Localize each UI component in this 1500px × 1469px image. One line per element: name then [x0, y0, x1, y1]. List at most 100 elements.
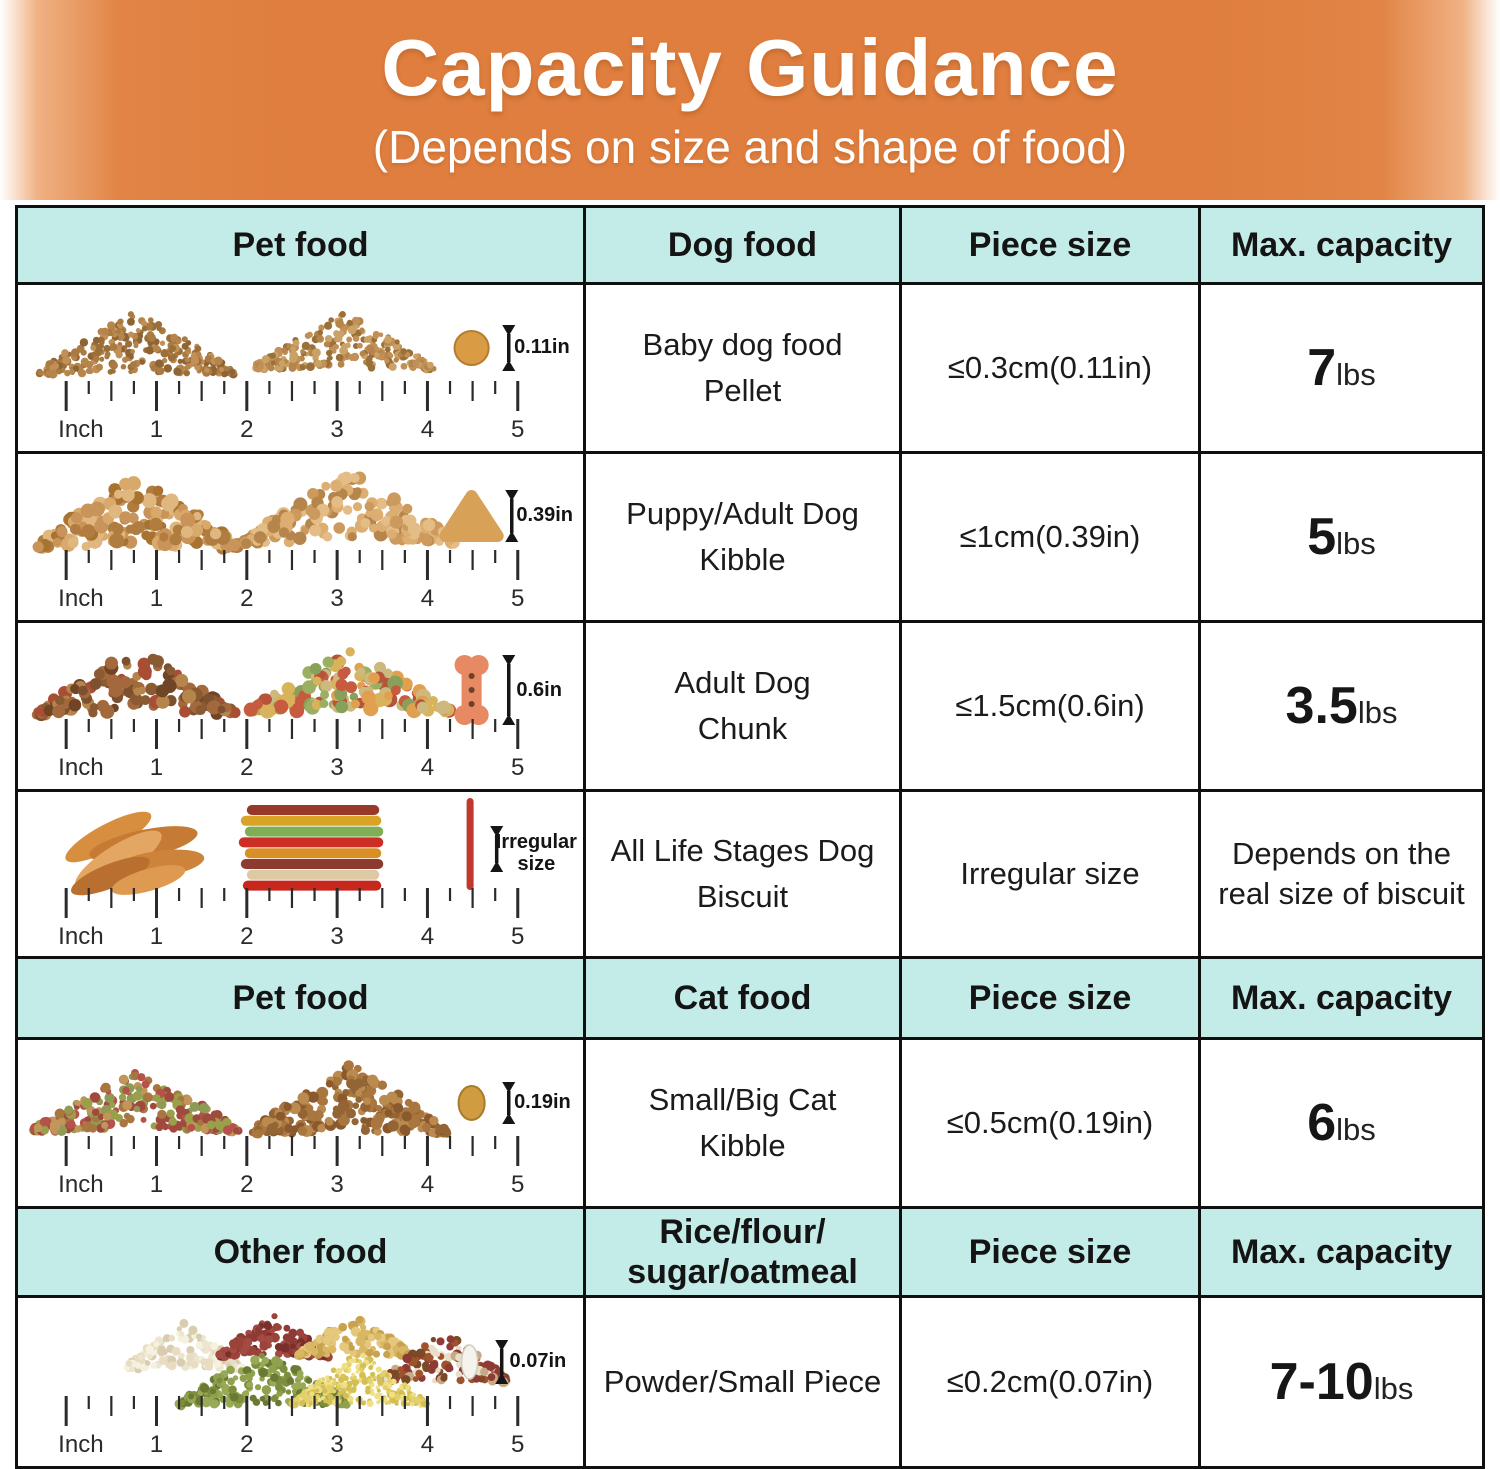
ruler-unit-label: Inch [58, 1171, 104, 1198]
piece-size: ≤0.2cm(0.07in) [899, 1295, 1198, 1466]
max-capacity: 5 lbs [1198, 451, 1482, 620]
inch-ruler: Inch 1 2 3 4 5 [58, 381, 524, 443]
ruler-unit-label: Inch [58, 416, 104, 443]
pellet-illustration: Inch 1 2 3 4 5 [35, 311, 524, 443]
piece-size: ≤0.5cm(0.19in) [899, 1037, 1198, 1206]
ruler-mark-label: 2 [240, 754, 253, 781]
measure-bracket-icon [502, 325, 516, 371]
measure-label: Irregular size [495, 831, 577, 876]
measure-bracket-icon [495, 1340, 509, 1384]
food-name: All Life Stages Dog Biscuit [583, 789, 899, 956]
measure-label: 0.6in [516, 679, 562, 702]
food-name: Powder/Small Piece [583, 1295, 899, 1466]
inch-ruler: Inch 1 2 3 4 5 [58, 1136, 524, 1198]
chunk-illustration: Inch 1 2 3 4 5 [31, 647, 524, 781]
biscuit-pile-icon [243, 647, 457, 719]
inch-ruler: Inch 1 2 3 4 5 [58, 888, 524, 950]
ruler-mark-label: 4 [421, 1431, 434, 1458]
max-capacity: Depends on the real size of biscuit [1198, 789, 1482, 956]
single-rice-grain-icon [460, 1344, 479, 1380]
capacity-unit: lbs [1357, 695, 1398, 730]
cat-kibble-pile-icon [248, 1060, 452, 1139]
ruler-unit-label: Inch [58, 754, 104, 781]
chickpea-pile-icon [294, 1315, 415, 1361]
measure-label: 0.07in [509, 1350, 567, 1373]
grains-illustration-cell: Inch 1 2 3 4 5 0.07in [18, 1295, 583, 1466]
max-capacity: 7-10 lbs [1198, 1295, 1482, 1466]
pellet-pile-icon [35, 311, 238, 379]
ruler-mark-label: 5 [511, 585, 524, 612]
ruler-mark-label: 2 [240, 585, 253, 612]
ruler-mark-label: 3 [330, 416, 343, 443]
capacity-value: 3.5 [1285, 677, 1358, 735]
ruler-mark-label: 4 [421, 585, 434, 612]
ruler-mark-label: 5 [511, 923, 524, 950]
capacity-unit: lbs [1336, 357, 1376, 392]
max-capacity: 3.5 lbs [1198, 620, 1482, 789]
header-max-capacity-3: Max. capacity [1198, 1206, 1482, 1295]
single-stick-icon [466, 798, 474, 890]
header-rice-flour: Rice/flour/ sugar/oatmeal [583, 1206, 899, 1295]
pellet-pile-icon [252, 311, 437, 374]
ruler-mark-label: 2 [240, 1171, 253, 1198]
single-pellet-icon [453, 330, 490, 366]
ruler-mark-label: 3 [330, 1171, 343, 1198]
kibble-pile-icon [32, 476, 245, 555]
piece-size: Irregular size [899, 789, 1198, 956]
single-bone-biscuit-icon [454, 655, 489, 725]
header-piece-size-1: Piece size [899, 208, 1198, 282]
ruler-unit-label: Inch [58, 585, 104, 612]
ruler-mark-label: 1 [150, 585, 163, 612]
header-pet-food-1: Pet food [18, 208, 583, 282]
piece-size: ≤0.3cm(0.11in) [899, 282, 1198, 451]
food-name: Baby dog food Pellet [583, 282, 899, 451]
ruler-mark-label: 1 [150, 754, 163, 781]
measure-label: 0.19in [514, 1091, 571, 1114]
measure-bracket-icon [502, 1082, 516, 1124]
piece-size: ≤1cm(0.39in) [899, 451, 1198, 620]
food-name: Adult Dog Chunk [583, 620, 899, 789]
ruler-unit-label: Inch [58, 923, 104, 950]
header-pet-food-2: Pet food [18, 956, 583, 1037]
header-max-capacity-2: Max. capacity [1198, 956, 1482, 1037]
ruler-mark-label: 2 [240, 416, 253, 443]
capacity-value: 5 [1307, 508, 1337, 566]
measure-bracket-icon [505, 490, 519, 542]
ruler-mark-label: 2 [240, 1431, 253, 1458]
page-title: Capacity Guidance [381, 23, 1119, 112]
ruler-mark-label: 1 [150, 923, 163, 950]
header-dog-food: Dog food [583, 208, 899, 282]
ruler-mark-label: 4 [421, 416, 434, 443]
millet-pile-icon [288, 1352, 431, 1409]
measure-label: 0.39in [516, 503, 574, 526]
banner: Capacity Guidance (Depends on size and s… [0, 0, 1500, 200]
capacity-value: 7-10 [1269, 1353, 1374, 1411]
jerky-pile-icon [65, 811, 205, 896]
ruler-mark-label: 2 [240, 923, 253, 950]
ruler-mark-label: 3 [330, 754, 343, 781]
ruler-mark-label: 5 [511, 416, 524, 443]
ruler-mark-label: 1 [150, 1431, 163, 1458]
ruler-mark-label: 4 [421, 923, 434, 950]
ruler-mark-label: 3 [330, 923, 343, 950]
ruler-mark-label: 3 [330, 1431, 343, 1458]
ruler-mark-label: 5 [511, 1431, 524, 1458]
food-name: Puppy/Adult Dog Kibble [583, 451, 899, 620]
kibble-pile-icon [238, 471, 460, 550]
single-kibble-icon [439, 490, 504, 542]
biscuit-illustration: Inch 1 2 3 4 5 [58, 798, 524, 950]
capacity-value: 6 [1307, 1094, 1337, 1152]
capacity-unit: lbs [1336, 526, 1376, 561]
stick-treats-icon [238, 805, 384, 891]
inch-ruler: Inch 1 2 3 4 5 [58, 550, 524, 612]
header-piece-size-3: Piece size [899, 1206, 1198, 1295]
measure-label: 0.11in [514, 336, 570, 359]
grains-illustration: Inch 1 2 3 4 5 [58, 1313, 524, 1458]
header-other-food: Other food [18, 1206, 583, 1295]
capacity-unit: lbs [1373, 1371, 1414, 1406]
pellet-illustration-cell: Inch 1 2 3 4 5 0.11in [18, 282, 583, 451]
piece-size: ≤1.5cm(0.6in) [899, 620, 1198, 789]
measure-bracket-icon [490, 826, 504, 872]
cat-kibble-pile-icon [29, 1069, 243, 1137]
